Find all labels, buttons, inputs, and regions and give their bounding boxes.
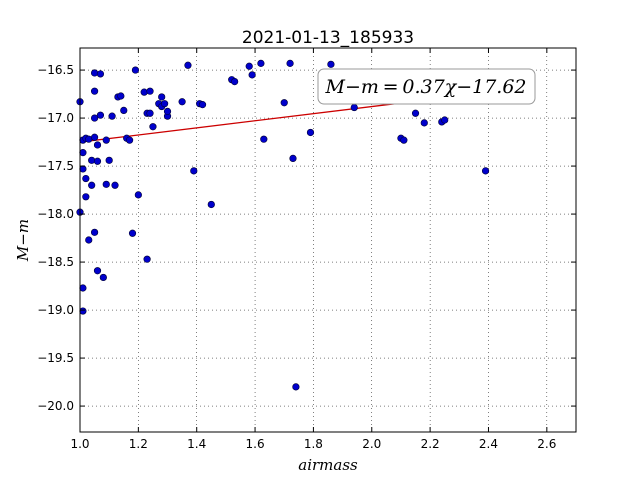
data-point: [149, 123, 157, 131]
data-point: [82, 174, 90, 183]
x-axis-label: airmass: [298, 456, 358, 474]
data-point: [79, 307, 87, 315]
data-point: [198, 101, 207, 109]
plot-area-frame: [79, 47, 577, 433]
data-point: [79, 149, 87, 157]
y-tick-labels: −16.5 −17.0 −17.5 −18.0 −18.5 −19.0 −19.5 −20.0: [37, 63, 74, 413]
data-point: [260, 135, 268, 143]
data-point: [90, 228, 99, 236]
chart-title: 2021-01-13_185933: [242, 28, 414, 48]
x-tick-label: 2.2: [421, 437, 440, 451]
y-tick-label: −16.5: [37, 63, 74, 77]
data-point: [400, 136, 408, 144]
data-point: [82, 193, 90, 201]
data-point: [231, 77, 239, 86]
fit-equation-box: M−m = 0.37χ−17.62: [317, 68, 536, 105]
data-point: [96, 111, 105, 119]
data-point: [128, 229, 137, 237]
x-tick-label: 1.8: [304, 437, 323, 451]
y-tick-label: −18.5: [37, 255, 74, 269]
data-point: [93, 141, 102, 149]
data-point: [105, 156, 113, 164]
data-point: [327, 60, 335, 68]
y-tick-label: −18.0: [37, 207, 74, 221]
x-tick-label: 2.6: [537, 437, 556, 451]
data-point: [96, 70, 105, 78]
data-point: [178, 98, 186, 106]
x-tick-label: 1.2: [129, 437, 148, 451]
y-tick-label: −17.5: [37, 159, 74, 173]
x-tick-label: 2.4: [479, 437, 498, 451]
data-point: [88, 156, 96, 164]
data-point: [90, 87, 99, 95]
data-point: [117, 92, 125, 100]
data-point: [126, 136, 134, 144]
data-point: [93, 267, 102, 275]
fit-equation-text: M−m = 0.37χ−17.62: [324, 76, 526, 98]
x-tick-label: 1.4: [187, 437, 206, 451]
data-point: [90, 69, 99, 77]
data-point: [134, 191, 142, 199]
data-point: [306, 128, 315, 137]
data-point: [143, 255, 151, 263]
data-point: [102, 180, 110, 188]
data-point: [289, 154, 297, 162]
data-point: [292, 383, 300, 391]
data-point: [111, 181, 119, 189]
data-point: [286, 59, 294, 67]
data-point: [280, 99, 288, 107]
data-point: [161, 100, 169, 108]
fit-equation-box-frame: [317, 68, 536, 105]
data-point: [99, 273, 107, 282]
data-point: [441, 116, 449, 124]
data-point: [90, 114, 99, 122]
data-point: [102, 136, 110, 144]
y-axis-label: M−m: [14, 219, 32, 262]
data-point: [146, 87, 154, 95]
data-point: [93, 157, 102, 165]
data-point: [163, 107, 172, 115]
data-point: [350, 103, 358, 112]
data-point: [158, 93, 166, 101]
y-tick-label: −17.0: [37, 111, 74, 125]
data-point: [131, 66, 140, 74]
data-point: [190, 167, 198, 175]
data-point: [108, 112, 116, 120]
x-tick-label: 1.6: [246, 437, 265, 451]
data-points: [76, 59, 490, 391]
data-point: [411, 109, 420, 117]
data-point: [146, 109, 154, 117]
data-point: [140, 88, 148, 96]
x-tick-labels: 1.0 1.2 1.4 1.6 1.8 2.0 2.2 2.4 2.6: [70, 437, 556, 451]
data-point: [207, 200, 215, 209]
axis-ticks: [79, 48, 576, 432]
data-point: [88, 181, 96, 189]
x-tick-label: 2.0: [362, 437, 381, 451]
x-tick-label: 1.0: [70, 437, 89, 451]
data-point: [248, 71, 256, 79]
data-point: [79, 165, 87, 173]
y-tick-label: −19.5: [37, 351, 74, 365]
data-point: [481, 167, 490, 175]
data-point: [85, 236, 93, 244]
y-tick-label: −19.0: [37, 303, 74, 317]
data-point: [184, 61, 192, 69]
grid-lines: [79, 48, 576, 432]
y-tick-label: −20.0: [37, 399, 74, 413]
data-point: [257, 59, 265, 67]
data-point: [245, 62, 253, 70]
data-point: [79, 284, 87, 292]
data-point: [120, 106, 128, 114]
data-point: [420, 119, 428, 127]
data-point: [90, 133, 99, 141]
